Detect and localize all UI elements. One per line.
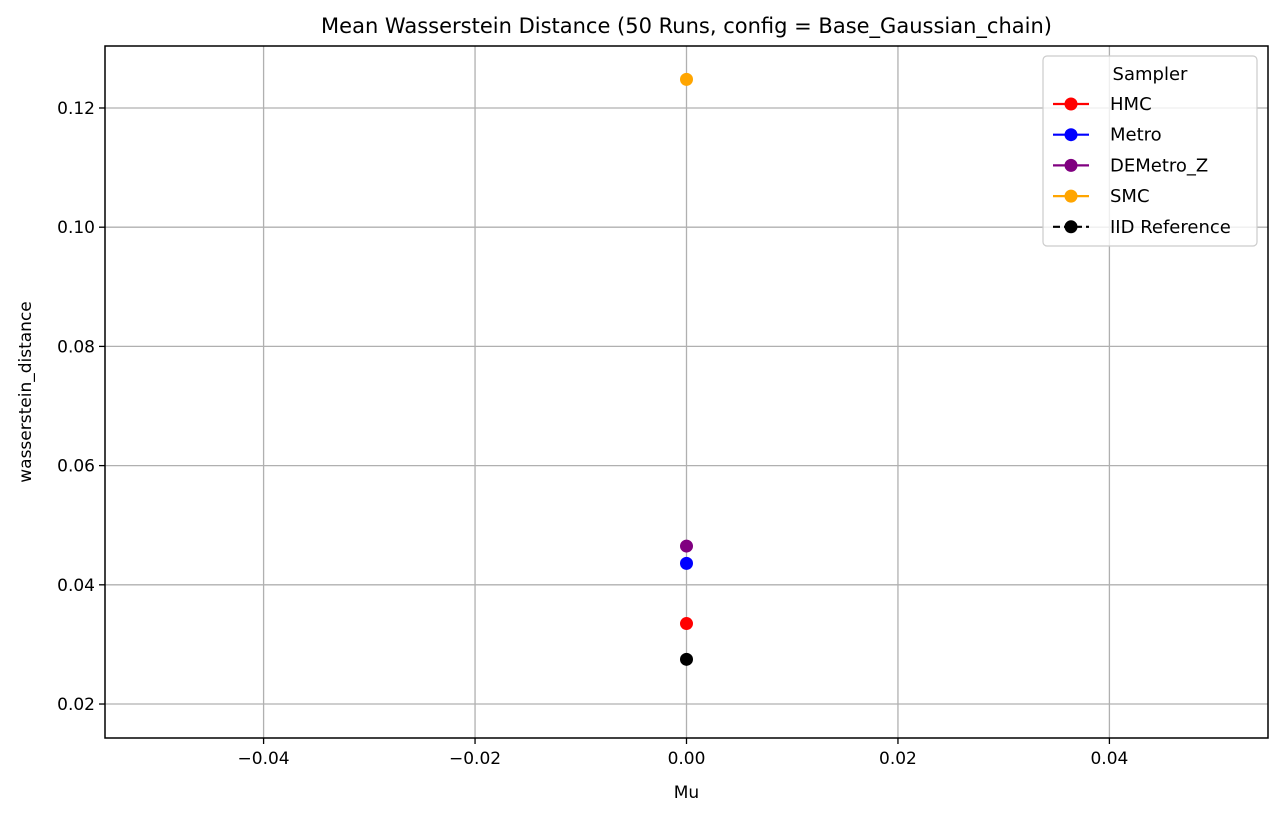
legend-title: Sampler — [1113, 64, 1188, 85]
data-point-hmc — [680, 617, 693, 631]
y-tick-label: 0.06 — [57, 457, 95, 477]
y-axis-label: wasserstein_distance — [16, 301, 36, 483]
legend-label-demetro-z: DEMetro_Z — [1110, 155, 1208, 176]
data-point-demetro-z — [680, 539, 693, 553]
x-tick-label: −0.04 — [238, 749, 290, 769]
legend-box — [1042, 55, 1258, 247]
legend-label-smc: SMC — [1110, 186, 1150, 207]
x-axis-label: Mu — [674, 783, 699, 803]
x-tick-label: 0.00 — [668, 749, 706, 769]
legend-label-hmc: HMC — [1110, 94, 1152, 115]
legend: Sampler HMC Metro DEMetro_Z SMC IID Referenc… — [1042, 55, 1258, 247]
data-point-metro — [680, 556, 693, 570]
legend-marker-demetro-z — [1064, 158, 1078, 172]
x-tick-label: −0.02 — [449, 749, 501, 769]
legend-label-iid-reference: IID Reference — [1110, 217, 1231, 238]
axis-ticks: −0.04 −0.02 0.00 0.02 0.04 0.02 0.04 0.06 0.08 0.… — [57, 99, 1128, 769]
y-tick-label: 0.10 — [57, 218, 95, 238]
y-tick-label: 0.12 — [57, 99, 95, 119]
data-point-smc — [680, 72, 693, 86]
legend-marker-hmc — [1064, 97, 1078, 111]
legend-items: HMC Metro DEMetro_Z SMC IID Reference — [1053, 94, 1231, 238]
legend-marker-iid-reference — [1064, 220, 1078, 234]
y-tick-label: 0.02 — [57, 695, 95, 715]
legend-marker-smc — [1064, 189, 1078, 203]
x-tick-label: 0.02 — [879, 749, 917, 769]
data-points — [680, 72, 693, 666]
y-tick-label: 0.08 — [57, 337, 95, 357]
data-point-iid-reference — [680, 652, 693, 666]
chart-title: Mean Wasserstein Distance (50 Runs, conf… — [321, 14, 1052, 39]
x-tick-label: 0.04 — [1090, 749, 1128, 769]
plot-frame — [104, 45, 1269, 739]
y-tick-label: 0.04 — [57, 576, 95, 596]
legend-marker-metro — [1064, 128, 1078, 142]
legend-label-metro: Metro — [1110, 125, 1162, 146]
